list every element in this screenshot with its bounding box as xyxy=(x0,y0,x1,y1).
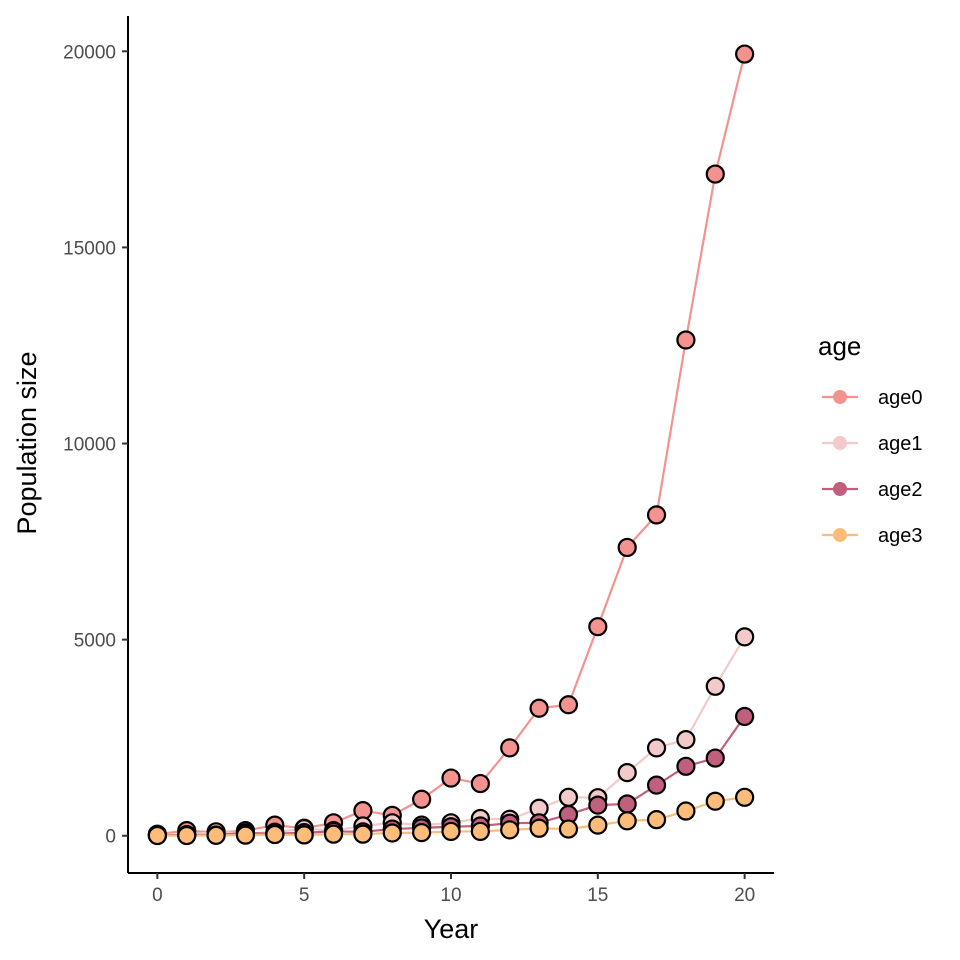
legend-item-age3: age3 xyxy=(822,525,923,547)
data-point-age3 xyxy=(353,824,373,844)
data-point-age2 xyxy=(676,756,696,776)
data-point-age0 xyxy=(646,505,667,525)
data-point-age0 xyxy=(500,738,520,758)
data-point-age2 xyxy=(646,775,667,795)
data-point-age0 xyxy=(588,617,608,637)
y-tick-label: 10000 xyxy=(63,435,116,456)
data-point-age2 xyxy=(588,795,608,815)
series-lines xyxy=(157,53,746,837)
legend-key-point xyxy=(833,436,847,450)
data-point-age3 xyxy=(177,825,197,846)
legend-key-point xyxy=(833,528,847,542)
legend: age age0 age1 age2 age3 xyxy=(818,331,923,547)
data-point-age3 xyxy=(265,824,285,845)
data-point-age1 xyxy=(646,738,667,758)
data-point-age1 xyxy=(705,676,725,696)
axes: 0 5000 10000 15000 20000 0 5 10 15 20 xyxy=(63,16,774,906)
series-points xyxy=(147,44,755,846)
data-point-age3 xyxy=(206,825,226,845)
data-point-age3 xyxy=(294,825,314,845)
data-point-age2 xyxy=(735,706,755,727)
data-point-age0 xyxy=(676,330,696,350)
data-point-age1 xyxy=(558,787,579,807)
x-tick-label: 20 xyxy=(734,885,755,906)
y-tick-label: 0 xyxy=(105,827,116,848)
x-tick-label: 0 xyxy=(152,885,163,906)
y-tick-label: 20000 xyxy=(63,42,116,63)
y-axis-ticks: 0 5000 10000 15000 20000 xyxy=(63,42,128,848)
legend-key-point xyxy=(833,390,847,404)
legend-label: age0 xyxy=(878,387,923,409)
data-point-age1 xyxy=(617,762,637,783)
legend-label: age3 xyxy=(878,525,923,547)
data-point-age3 xyxy=(588,815,608,835)
data-point-age3 xyxy=(500,820,520,840)
data-point-age2 xyxy=(705,748,725,768)
data-point-age3 xyxy=(558,819,579,839)
y-tick-label: 15000 xyxy=(63,238,116,259)
x-axis-ticks: 0 5 10 15 20 xyxy=(152,873,755,906)
data-point-age3 xyxy=(529,818,549,838)
data-point-age0 xyxy=(441,768,461,788)
data-point-age3 xyxy=(470,821,490,842)
data-point-age3 xyxy=(676,801,696,821)
data-point-age0 xyxy=(705,164,725,184)
data-point-age3 xyxy=(646,810,667,830)
data-point-age3 xyxy=(705,791,725,811)
data-point-age1 xyxy=(676,730,696,750)
series-line-age1 xyxy=(157,636,746,837)
data-point-age3 xyxy=(235,825,256,845)
data-point-age3 xyxy=(382,823,402,843)
x-tick-label: 5 xyxy=(299,885,310,906)
data-point-age0 xyxy=(412,789,432,809)
data-point-age0 xyxy=(735,44,755,64)
data-point-age3 xyxy=(147,825,167,846)
y-tick-label: 5000 xyxy=(74,631,116,652)
legend-label: age2 xyxy=(878,479,923,501)
x-axis-title: Year xyxy=(424,914,479,944)
data-point-age3 xyxy=(617,811,637,831)
x-tick-label: 10 xyxy=(440,885,461,906)
data-point-age3 xyxy=(441,821,461,842)
data-point-age2 xyxy=(617,794,637,814)
data-point-age0 xyxy=(558,695,579,715)
legend-title: age xyxy=(818,331,861,361)
y-axis-title: Population size xyxy=(12,351,42,534)
series-line-age0 xyxy=(157,53,746,836)
data-point-age3 xyxy=(412,823,432,843)
legend-item-age0: age0 xyxy=(822,387,923,409)
legend-key-point xyxy=(833,482,847,496)
legend-item-age1: age1 xyxy=(822,433,923,455)
legend-item-age2: age2 xyxy=(822,479,923,501)
data-point-age0 xyxy=(617,537,637,558)
legend-label: age1 xyxy=(878,433,923,455)
data-point-age3 xyxy=(323,824,344,844)
data-point-age1 xyxy=(735,627,755,647)
data-point-age0 xyxy=(470,773,490,794)
data-point-age0 xyxy=(529,698,549,718)
data-point-age3 xyxy=(735,787,755,807)
x-tick-label: 15 xyxy=(587,885,608,906)
